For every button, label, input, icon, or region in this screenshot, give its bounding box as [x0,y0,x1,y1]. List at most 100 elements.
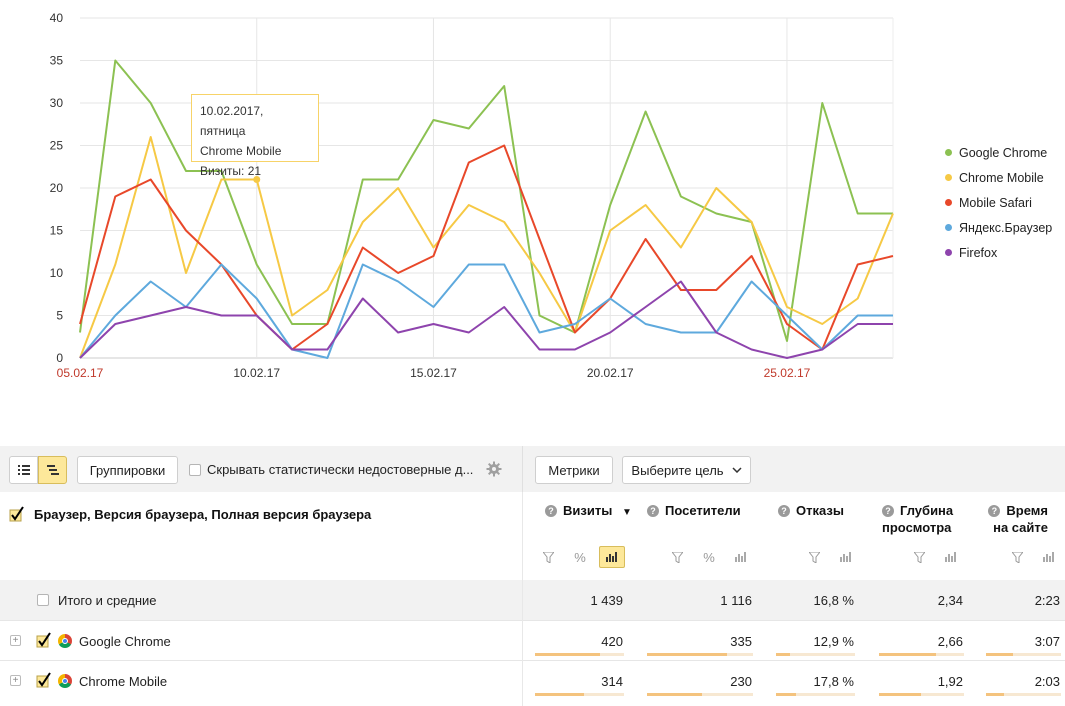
bar-chart-toggle-icon[interactable] [938,546,964,568]
column-visits-header[interactable]: ? Визиты ▼ [545,502,632,521]
totals-visitors: 1 116 [720,593,752,608]
legend-item[interactable]: Google Chrome [945,140,1052,165]
x-axis-ticks: 05.02.17 10.02.17 15.02.17 20.02.17 25.02.17 [57,366,811,380]
y-tick-label: 5 [56,309,63,323]
totals-name: Итого и средние [37,580,156,620]
series-line-firefox [79,280,893,359]
bar-chart-toggle-icon[interactable] [728,546,754,568]
visits-chart: 0 5 10 15 20 25 30 35 40 05.02.17 10.02.17 15.02.1… [50,11,1053,380]
bar-chart-toggle-icon[interactable] [599,546,625,568]
visitors-column-tools: % [658,546,754,568]
table-column-divider [522,492,523,706]
column-bounces-label: Отказы [796,503,844,518]
gear-icon[interactable] [486,461,502,477]
y-tick-label: 20 [50,181,64,195]
legend-dot-icon [945,199,952,206]
chart-legend: Google Chrome Chrome Mobile Mobile Safari Я… [945,140,1052,265]
row-visitors-bar-fill [647,693,702,696]
checked-checkbox-icon[interactable] [36,632,52,648]
totals-label: Итого и средние [58,592,157,608]
help-icon[interactable]: ? [545,505,557,517]
row-visitors-value: 230 [730,674,752,689]
totals-time: 2:23 [1034,593,1060,608]
goal-select[interactable]: Выберите цель [622,456,751,484]
y-tick-label: 10 [50,266,64,280]
legend-item[interactable]: Яндекс.Браузер [945,215,1052,240]
list-icon [17,465,30,475]
dimensions-header: Браузер, Версия браузера, Полная версия … [9,506,371,522]
expand-row-icon[interactable]: + [10,675,21,686]
y-tick-label: 40 [50,11,64,25]
legend-dot-icon [945,224,952,231]
column-bounces-header[interactable]: ? Отказы [778,502,844,519]
hide-unreliable-toggle[interactable]: Скрывать статистически недостоверные д..… [189,462,473,477]
metrics-button[interactable]: Метрики [535,456,613,484]
row-time-bar-fill [986,653,1013,656]
filter-icon[interactable] [1004,546,1030,568]
expand-row-icon[interactable]: + [10,635,21,646]
legend-dot-icon [945,174,952,181]
legend-label: Chrome Mobile [959,170,1044,185]
table-row[interactable]: + Google Chrome 420 335 12,9 % 2,66 3:07 [0,620,1065,660]
filter-icon[interactable] [535,546,561,568]
line-chart-svg: 0 5 10 15 20 25 30 35 40 05.02.17 10.02.17 15.02.1… [50,11,894,380]
totals-checkbox[interactable] [37,594,49,606]
help-icon[interactable]: ? [988,505,1001,517]
hide-unreliable-checkbox[interactable] [189,463,201,476]
x-tick-label: 10.02.17 [233,366,280,380]
row-time-value: 2:03 [1034,674,1060,689]
tooltip-series: Chrome Mobile [200,144,282,158]
tree-view-button[interactable] [38,456,67,484]
filter-icon[interactable] [801,546,827,568]
row-bounces-value: 17,8 % [813,674,854,689]
legend-label: Mobile Safari [959,195,1032,210]
row-depth-value: 1,92 [937,674,963,689]
report-toolbar: Группировки Скрывать статистически недос… [0,446,1065,492]
row-visits-bar-track [535,653,624,656]
tree-icon [46,465,59,475]
legend-item[interactable]: Firefox [945,240,1052,265]
row-depth-value: 2,66 [937,634,963,649]
list-view-button[interactable] [9,456,38,484]
filter-icon[interactable] [906,546,932,568]
row-visits-value: 420 [601,634,623,649]
bar-chart-toggle-icon[interactable] [1036,546,1062,568]
row-visitors-bar-track [647,693,753,696]
legend-item[interactable]: Mobile Safari [945,190,1052,215]
column-depth-header[interactable]: ? Глубина просмотра [882,502,953,536]
row-time-bar-track [986,653,1061,656]
series-line-chrome-mobile [79,136,894,359]
column-visitors-label: Посетители [665,503,741,518]
visits-column-tools: % [529,546,625,568]
chrome-browser-icon [58,634,72,648]
groupings-button[interactable]: Группировки [77,456,178,484]
checked-checkbox-icon[interactable] [36,672,52,688]
tooltip-value: Визиты: 21 [200,164,262,178]
help-icon[interactable]: ? [882,505,894,517]
bar-chart-toggle-icon[interactable] [833,546,859,568]
x-tick-label: 20.02.17 [587,366,634,380]
column-visitors-header[interactable]: ? Посетители [647,502,741,519]
help-icon[interactable]: ? [778,505,790,517]
x-tick-label: 15.02.17 [410,366,457,380]
y-tick-label: 25 [50,139,64,153]
percent-toggle[interactable]: % [574,549,586,565]
legend-dot-icon [945,249,952,256]
percent-toggle[interactable]: % [703,549,715,565]
table-row[interactable]: + Chrome Mobile 314 230 17,8 % 1,92 2:03 [0,660,1065,700]
series-line-google-chrome [79,59,893,342]
chart-series [79,59,894,359]
row-visitors-value: 335 [730,634,752,649]
filter-icon[interactable] [664,546,690,568]
column-time-header[interactable]: ? Время на сайте [988,502,1048,536]
help-icon[interactable]: ? [647,505,659,517]
legend-item[interactable]: Chrome Mobile [945,165,1052,190]
row-browser-name[interactable]: Chrome Mobile [79,673,168,689]
x-tick-label: 25.02.17 [764,366,811,380]
row-depth-bar-fill [879,693,921,696]
row-bounces-bar-track [776,693,855,696]
row-browser-name[interactable]: Google Chrome [79,633,171,649]
column-depth-label-2: просмотра [882,520,952,535]
checked-checkbox-icon[interactable] [9,506,25,522]
row-depth-bar-fill [879,653,936,656]
